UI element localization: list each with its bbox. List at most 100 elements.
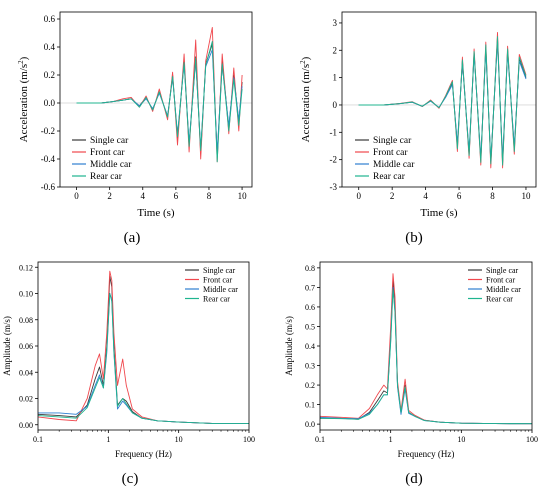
x-tick-label: 10 [457,435,465,444]
plot-frame [59,11,253,188]
y-axis-label-main: Acceleration (m/s [300,64,312,143]
y-axis-label-close: ) [300,56,312,60]
chart-panel-a: 0 2 4 6 8 10 -0.6 -0.4 -0.2 0.0 0.2 0.4 0.6 Time (s) A… [17,11,253,246]
y-tick-label: 0.6 [44,14,56,24]
legend-label-middle: Middle car [203,285,238,294]
y-axis-label-main: Acceleration (m/s [18,64,30,143]
y-tick-label: 0.2 [44,70,55,80]
legend-label-single: Single car [486,266,519,275]
y-tick-label: 0.0 [44,98,56,108]
legend-label-rear: Rear car [203,295,230,304]
legend-label-single: Single car [373,136,412,146]
legend: Single car Front car Middle car Rear car [355,136,415,182]
series-line-rear [319,288,533,425]
y-tick-label: -1 [330,127,338,137]
legend-label-front: Front car [486,276,515,285]
legend: Single car Front car Middle car Rear car [72,136,132,182]
y-tick-label: 0.3 [305,362,315,371]
legend-label-rear: Rear car [373,172,406,182]
panel-label: (a) [124,230,141,246]
x-axis-label: Time (s) [420,207,458,219]
y-tick-label: 1 [333,73,338,83]
y-tick-label: 0.5 [305,322,315,331]
y-tick-label: 0.4 [44,42,56,52]
y-tick-label: 0 [333,100,338,110]
legend-label-middle: Middle car [486,285,521,294]
y-tick-label: 0.10 [19,290,33,299]
panel-label: (d) [405,471,423,487]
y-tick-label: -0.2 [41,126,55,136]
y-axis-label: Acceleration (m/s2) [17,56,30,142]
y-tick-label: -2 [330,155,338,165]
series-line-rear [37,293,249,424]
legend-label-single: Single car [203,266,236,275]
x-tick-label: 10 [175,435,183,444]
legend-label-rear: Rear car [486,295,513,304]
y-axis-label-exponent: 2 [299,60,307,64]
x-tick-label: 8 [207,191,212,201]
x-tick-label: 4 [141,191,146,201]
plot-frame [341,11,537,188]
y-tick-label: 0.7 [305,283,315,292]
y-tick-label: 0.4 [305,342,315,351]
y-tick-label: 3 [333,18,338,28]
panel-label: (b) [405,230,423,246]
y-tick-label: 0.0 [305,420,315,429]
y-tick-label: 0.1 [305,401,315,410]
series-line-rear [76,40,243,163]
chart-panel-d: 0.1 1 10 1000.00.10.20.30.40.50.60.70.8Freq… [284,261,538,487]
y-axis-label-close: ) [18,56,30,60]
x-tick-label: 2 [107,191,112,201]
x-tick-label: 10 [238,191,248,201]
legend-label-middle: Middle car [373,160,415,170]
y-tick-label: 0.08 [19,316,33,325]
legend-label-front: Front car [203,276,232,285]
y-tick-label: 0.8 [305,264,315,273]
y-tick-label: 0.12 [19,263,33,272]
y-tick-label: 2 [333,45,338,55]
x-tick-label: 6 [174,191,179,201]
y-axis-label: Amplitude (m/s) [2,316,12,376]
x-tick-label: 100 [526,435,538,444]
y-axis-label: Amplitude (m/s) [284,316,294,376]
y-tick-label: 0.6 [305,303,315,312]
x-tick-label: 4 [423,191,428,201]
y-tick-label: 0.02 [19,395,33,404]
y-tick-label: 0.06 [19,342,33,351]
x-tick-label: 8 [490,191,495,201]
y-axis-label: Acceleration (m/s2) [299,56,312,142]
series-line-rear [358,36,527,166]
legend-label-front: Front car [373,148,408,158]
x-axis-label: Time (s) [137,207,175,219]
x-tick-label: 6 [457,191,462,201]
legend-label-front: Front car [90,148,125,158]
chart-panel-b: 0 2 4 6 8 10 -3 -2 -1 0 1 2 3 Time (s) Acceleration (m… [299,11,537,246]
y-tick-label: 0.2 [305,381,315,390]
series-line-middle [38,293,249,424]
panel-label: (c) [122,471,139,487]
legend-label-single: Single car [90,136,129,146]
y-tick-label: -0.4 [41,154,56,164]
y-tick-label: 0.04 [19,368,33,377]
legend-label-rear: Rear car [90,172,123,182]
y-tick-label: 0.00 [19,421,33,430]
y-tick-label: -3 [330,182,338,192]
x-tick-label: 10 [521,191,531,201]
x-tick-label: 0.1 [33,435,43,444]
x-axis-label: Frequency (Hz) [398,449,455,459]
x-tick-label: 2 [390,191,395,201]
x-tick-label: 1 [106,435,110,444]
legend-label-middle: Middle car [90,160,132,170]
x-tick-label: 0 [356,191,361,201]
series-line-middle [319,286,533,425]
x-tick-label: 1 [389,435,393,444]
x-tick-label: 100 [243,435,255,444]
chart-panel-c: 0.1 1 10 100 0.00 0.02 0.04 0.06 0.08 0.10 0.12 Fre… [2,261,255,487]
y-tick-label: -0.6 [41,182,56,192]
x-tick-label: 0.1 [315,435,325,444]
y-axis-label-exponent: 2 [17,60,25,64]
